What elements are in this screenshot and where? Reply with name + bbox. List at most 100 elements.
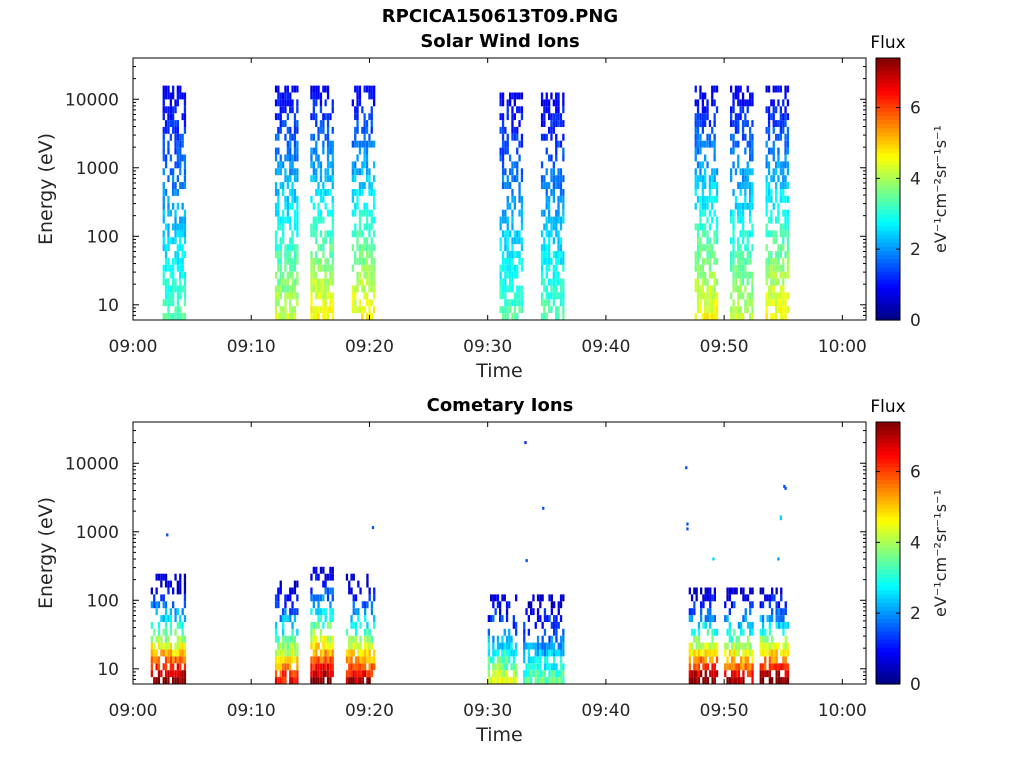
spectrogram-cell: [368, 175, 371, 183]
spectrogram-cell: [310, 594, 313, 602]
spectrogram-cell: [312, 223, 315, 231]
spectrogram-cell: [713, 313, 716, 320]
spectrogram-cell: [751, 292, 754, 300]
colorbar-swatch: [876, 561, 900, 566]
spectrogram-cell: [317, 306, 320, 314]
spectrogram-cell: [562, 257, 565, 265]
spectrogram-cell: [540, 244, 544, 252]
spectrogram-cell: [274, 251, 278, 258]
colorbar-swatch: [876, 638, 900, 644]
colorbar-swatch: [876, 74, 900, 80]
spectrogram-cell: [181, 285, 184, 293]
colorbar-swatch: [876, 213, 900, 219]
spectrogram-cell: [559, 649, 563, 657]
spectrogram-point: [783, 484, 786, 488]
spectrogram-cell: [742, 663, 745, 671]
spectrogram-cell: [704, 230, 707, 238]
spectrogram-cell: [373, 161, 376, 169]
spectrogram-cell: [534, 656, 537, 664]
spectrogram-cell: [322, 251, 325, 258]
spectrogram-cell: [322, 195, 325, 203]
spectrogram-cell: [746, 621, 750, 629]
spectrogram-cell: [696, 195, 700, 203]
spectrogram-cell: [737, 257, 740, 265]
spectrogram-cell: [370, 244, 373, 252]
spectrogram-cell: [520, 223, 524, 231]
spectrogram-cell: [775, 85, 778, 93]
spectrogram-cell: [552, 99, 555, 107]
spectrogram-cell: [183, 278, 187, 286]
spectrogram-cell: [506, 271, 509, 279]
spectrogram-cell: [319, 106, 323, 114]
spectrogram-cell: [310, 271, 313, 279]
spectrogram-cell: [289, 161, 292, 169]
spectrogram-cell: [739, 285, 742, 293]
spectrogram-cell: [368, 649, 371, 657]
spectrogram-cell: [715, 223, 719, 231]
spectrogram-cell: [289, 608, 292, 616]
spectrogram-cell: [525, 663, 528, 671]
spectrogram-cell: [317, 615, 320, 622]
spectrogram-cell: [506, 285, 509, 293]
spectrogram-cell: [326, 278, 330, 286]
spectrogram-cell: [291, 677, 294, 684]
spectrogram-cell: [713, 113, 716, 121]
spectrogram-cell: [282, 223, 285, 231]
spectrogram-cell: [761, 663, 765, 671]
spectrogram-cell: [354, 175, 357, 183]
spectrogram-cell: [162, 663, 165, 671]
colorbar-swatch: [876, 569, 900, 575]
spectrogram-cell: [688, 642, 691, 650]
spectrogram-cell: [274, 237, 278, 245]
spectrogram-cell: [559, 216, 563, 224]
spectrogram-cell: [711, 140, 714, 148]
spectrogram-cell: [329, 230, 332, 238]
spectrogram-cell: [734, 251, 738, 258]
spectrogram-cell: [282, 656, 285, 664]
spectrogram-cell: [365, 223, 369, 231]
spectrogram-cell: [550, 113, 553, 121]
spectrogram-cell: [737, 313, 740, 320]
spectrogram-cell: [770, 299, 773, 307]
spectrogram-cell: [501, 663, 504, 671]
spectrogram-cell: [172, 182, 175, 189]
spectrogram-cell: [730, 168, 733, 176]
spectrogram-cell: [357, 615, 360, 622]
spectrogram-cell: [706, 292, 709, 300]
spectrogram-cell: [505, 677, 509, 684]
spectrogram-cell: [701, 223, 704, 231]
spectrogram-cell: [324, 133, 327, 141]
spectrogram-cell: [527, 670, 530, 678]
spectrogram-cell: [761, 587, 765, 595]
spectrogram-cell: [324, 580, 327, 588]
colorbar-swatch: [876, 254, 900, 260]
spectrogram-cell: [506, 313, 509, 320]
spectrogram-cell: [751, 202, 754, 210]
spectrogram-cell: [291, 99, 294, 107]
spectrogram-cell: [368, 85, 371, 93]
spectrogram-cell: [744, 147, 747, 155]
spectrogram-cell: [732, 147, 735, 155]
plot-area-1: 09:00 09:10 09:20 09:30 09:40 09:50 10:0010100…: [35, 397, 950, 746]
spectrogram-cell: [775, 195, 778, 203]
spectrogram-cell: [555, 649, 558, 657]
spectrogram-cell: [329, 299, 332, 307]
spectrogram-cell: [373, 587, 376, 595]
spectrogram-cell: [499, 615, 502, 622]
spectrogram-cell: [767, 216, 771, 224]
spectrogram-cell: [782, 126, 785, 134]
spectrogram-cell: [739, 202, 742, 210]
spectrogram-cell: [557, 113, 560, 121]
spectrogram-cell: [277, 216, 280, 224]
spectrogram-cell: [779, 182, 782, 189]
spectrogram-cell: [784, 147, 787, 155]
spectrogram-cell: [494, 677, 497, 684]
spectrogram-cell: [513, 126, 516, 134]
colorbar-swatch: [876, 520, 900, 525]
spectrogram-cell: [169, 106, 172, 114]
spectrogram-cell: [373, 594, 376, 602]
spectrogram-cell: [548, 113, 551, 121]
spectrogram-cell: [784, 182, 787, 189]
spectrogram-cell: [772, 237, 775, 245]
spectrogram-cell: [174, 615, 177, 622]
